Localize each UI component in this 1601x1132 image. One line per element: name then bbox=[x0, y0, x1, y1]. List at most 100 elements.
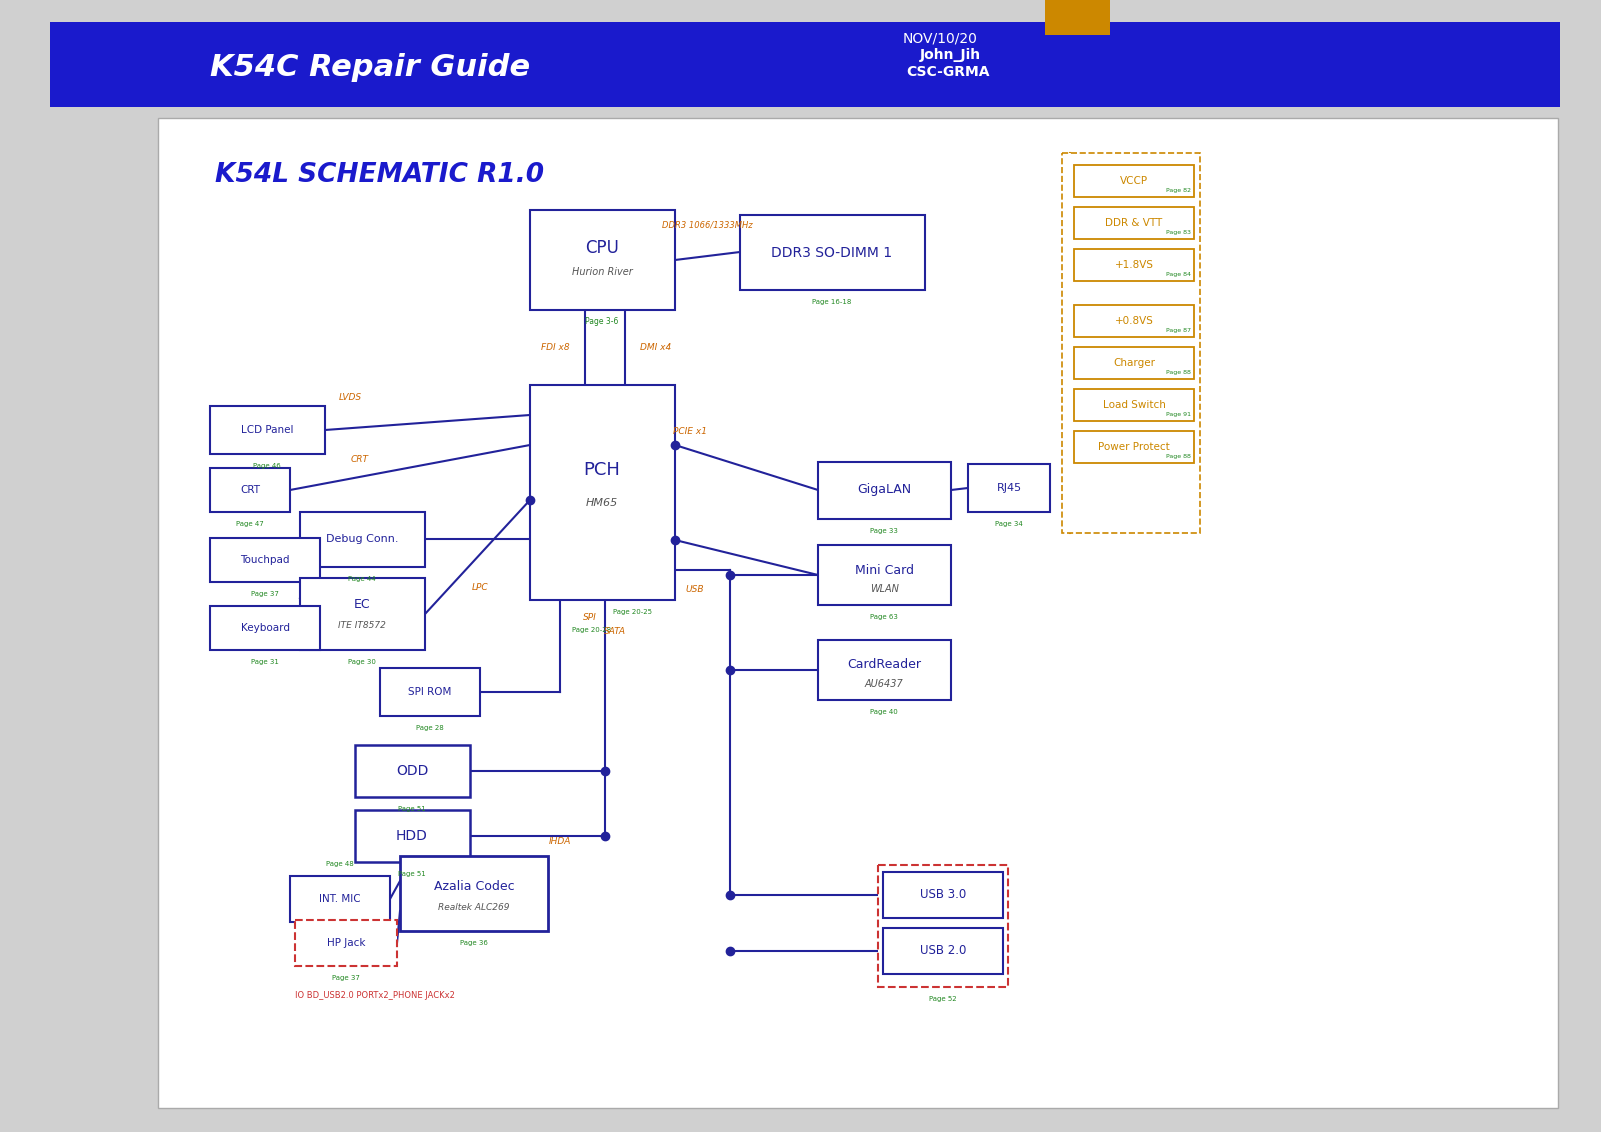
Text: CRT: CRT bbox=[351, 455, 368, 464]
Text: Page 31: Page 31 bbox=[251, 659, 279, 664]
Bar bbox=[299, 578, 424, 650]
Bar bbox=[210, 406, 325, 454]
Text: ITE IT8572: ITE IT8572 bbox=[338, 621, 386, 631]
Text: Page 88: Page 88 bbox=[1166, 370, 1191, 375]
Text: RJ45: RJ45 bbox=[996, 483, 1021, 494]
Text: Page 63: Page 63 bbox=[869, 614, 898, 620]
Text: HP Jack: HP Jack bbox=[327, 938, 365, 947]
Bar bbox=[1074, 249, 1194, 281]
Text: USB 3.0: USB 3.0 bbox=[921, 889, 965, 901]
Text: DDR & VTT: DDR & VTT bbox=[1105, 218, 1162, 228]
Text: Realtek ALC269: Realtek ALC269 bbox=[439, 903, 509, 912]
Bar bbox=[158, 118, 1558, 1108]
Text: CRT: CRT bbox=[240, 484, 259, 495]
Text: Page 46: Page 46 bbox=[253, 463, 280, 469]
Text: Page 37: Page 37 bbox=[331, 975, 360, 981]
Text: Page 20-25: Page 20-25 bbox=[613, 609, 652, 615]
Bar bbox=[355, 745, 471, 797]
Bar bbox=[379, 668, 480, 717]
Text: Load Switch: Load Switch bbox=[1103, 400, 1166, 410]
Bar bbox=[1074, 165, 1194, 197]
Text: Page 28: Page 28 bbox=[416, 724, 443, 731]
Bar bbox=[818, 462, 951, 518]
Bar bbox=[884, 872, 1002, 918]
Text: Page 3-6: Page 3-6 bbox=[586, 317, 618, 326]
Text: Charger: Charger bbox=[1113, 358, 1154, 368]
Bar bbox=[1045, 0, 1109, 35]
Text: PCH: PCH bbox=[583, 461, 621, 479]
Text: K54C Repair Guide: K54C Repair Guide bbox=[210, 53, 530, 83]
Text: SPI: SPI bbox=[583, 614, 597, 623]
Text: Mini Card: Mini Card bbox=[855, 564, 914, 576]
Text: LPC: LPC bbox=[472, 583, 488, 592]
Text: Page 47: Page 47 bbox=[235, 521, 264, 528]
Text: Page 40: Page 40 bbox=[869, 709, 898, 715]
Text: DDR3 SO-DIMM 1: DDR3 SO-DIMM 1 bbox=[772, 246, 893, 260]
Text: Power Protect: Power Protect bbox=[1098, 441, 1170, 452]
Text: LCD Panel: LCD Panel bbox=[240, 424, 293, 435]
Bar bbox=[884, 928, 1002, 974]
Bar bbox=[355, 811, 471, 861]
Text: SATA: SATA bbox=[604, 627, 626, 636]
Bar bbox=[299, 512, 424, 567]
Text: Keyboard: Keyboard bbox=[240, 623, 290, 633]
Bar bbox=[530, 211, 676, 310]
Bar bbox=[1074, 431, 1194, 463]
Bar bbox=[295, 920, 397, 966]
Text: Page 52: Page 52 bbox=[929, 996, 957, 1002]
Text: Page 48: Page 48 bbox=[327, 861, 354, 867]
Bar bbox=[210, 606, 320, 650]
Text: FDI x8: FDI x8 bbox=[541, 343, 570, 352]
Text: DMI x4: DMI x4 bbox=[640, 343, 671, 352]
Text: K54L SCHEMATIC R1.0: K54L SCHEMATIC R1.0 bbox=[215, 162, 544, 188]
Text: Page 83: Page 83 bbox=[1166, 230, 1191, 235]
Text: +0.8VS: +0.8VS bbox=[1114, 316, 1153, 326]
Bar bbox=[1074, 348, 1194, 379]
Text: Page 37: Page 37 bbox=[251, 591, 279, 597]
Bar bbox=[1074, 389, 1194, 421]
Text: CSC-GRMA: CSC-GRMA bbox=[906, 65, 989, 79]
Bar bbox=[1074, 305, 1194, 337]
Text: HDD: HDD bbox=[395, 829, 427, 843]
Text: ODD: ODD bbox=[395, 764, 427, 778]
Text: Page 20-28: Page 20-28 bbox=[573, 627, 612, 633]
Text: CPU: CPU bbox=[584, 239, 620, 257]
Text: PCIE x1: PCIE x1 bbox=[672, 427, 708, 436]
Bar bbox=[530, 385, 676, 600]
Bar bbox=[290, 876, 391, 921]
Text: LVDS: LVDS bbox=[338, 394, 362, 403]
Text: Page 88: Page 88 bbox=[1166, 454, 1191, 458]
Text: Page 91: Page 91 bbox=[1166, 412, 1191, 417]
Text: USB: USB bbox=[685, 585, 704, 594]
Text: Page 51: Page 51 bbox=[399, 871, 426, 877]
Text: Page 30: Page 30 bbox=[347, 659, 376, 664]
Text: CardReader: CardReader bbox=[847, 659, 921, 671]
Bar bbox=[877, 865, 1009, 987]
Text: NOV/10/20: NOV/10/20 bbox=[903, 31, 978, 45]
Bar bbox=[50, 22, 1559, 108]
Bar bbox=[740, 215, 925, 290]
Text: +1.8VS: +1.8VS bbox=[1114, 260, 1153, 271]
Bar bbox=[400, 856, 548, 931]
Text: DDR3 1066/1333MHz: DDR3 1066/1333MHz bbox=[661, 221, 752, 230]
Text: Page 82: Page 82 bbox=[1166, 188, 1191, 192]
Text: Page 34: Page 34 bbox=[996, 521, 1023, 528]
Text: Touchpad: Touchpad bbox=[240, 555, 290, 565]
Text: Page 44: Page 44 bbox=[347, 576, 376, 582]
Text: Page 51: Page 51 bbox=[399, 806, 426, 812]
Bar bbox=[818, 640, 951, 700]
Text: SPI ROM: SPI ROM bbox=[408, 687, 451, 697]
Text: INT. MIC: INT. MIC bbox=[319, 894, 360, 904]
Text: Hurion River: Hurion River bbox=[572, 267, 632, 277]
Text: Page 36: Page 36 bbox=[459, 940, 488, 946]
Text: VCCP: VCCP bbox=[1121, 175, 1148, 186]
Text: AU6437: AU6437 bbox=[865, 679, 903, 689]
Text: IO BD_USB2.0 PORTx2_PHONE JACKx2: IO BD_USB2.0 PORTx2_PHONE JACKx2 bbox=[295, 992, 455, 1001]
Bar bbox=[210, 538, 320, 582]
Text: Debug Conn.: Debug Conn. bbox=[325, 534, 399, 544]
Text: Page 87: Page 87 bbox=[1166, 328, 1191, 333]
Text: EC: EC bbox=[354, 598, 370, 610]
Bar bbox=[969, 464, 1050, 512]
Text: HM65: HM65 bbox=[586, 498, 618, 508]
Bar bbox=[818, 544, 951, 604]
